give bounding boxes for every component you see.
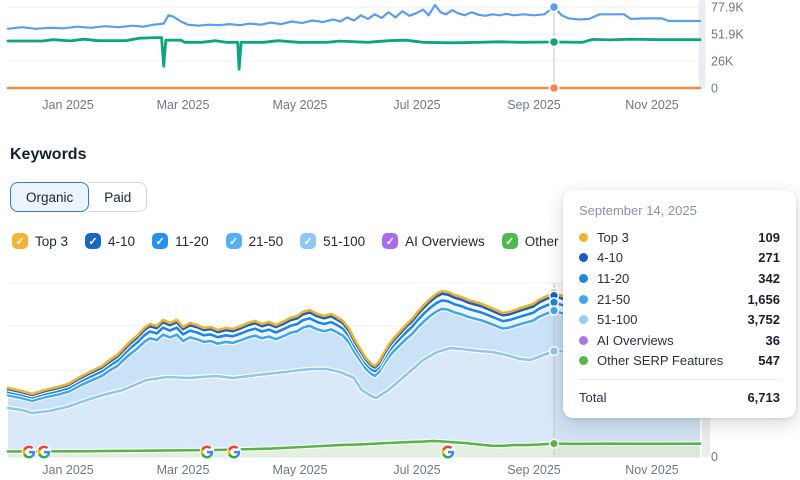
toggle-organic-button[interactable]: Organic (10, 182, 90, 212)
series-color-dot (579, 232, 588, 242)
tooltip-row-value: 109 (758, 229, 780, 245)
hover-dot-other-serp (548, 438, 560, 449)
hover-dot-51-100 (548, 345, 560, 357)
legend-item-ai-overviews[interactable]: ✓ AI Overviews (382, 233, 485, 249)
google-update-icon[interactable] (21, 444, 37, 460)
legend-item-11-20[interactable]: ✓ 11-20 (152, 233, 209, 249)
tooltip-row-value: 1,656 (747, 291, 780, 307)
tooltip-total-label: Total (579, 390, 607, 406)
x-axis-tick: Sep 2025 (507, 463, 561, 477)
green-line-hover-dot (548, 36, 560, 48)
tooltip-row-4-10: 4-10 271 (579, 248, 780, 269)
legend-label: Top 3 (35, 233, 69, 249)
orange-line-hover-dot (548, 82, 560, 94)
tooltip-total-value: 6,713 (747, 390, 780, 406)
tooltip-row-11-20: 11-20 342 (579, 268, 780, 289)
legend-label: 21-50 (248, 233, 284, 249)
organic-paid-toggle: Organic Paid (10, 182, 148, 212)
legend-label: 51-100 (323, 233, 366, 249)
tooltip-row-label: 51-100 (597, 312, 638, 328)
tooltip-row-value: 547 (758, 353, 780, 369)
series-color-dot (579, 253, 588, 263)
blue-line-hover-dot (548, 1, 560, 13)
y-axis-tick: 51.9K (711, 28, 744, 42)
tooltip-row-other-serp-features: Other SERP Features 547 (579, 351, 780, 372)
y-axis-tick: 26K (711, 55, 734, 69)
chart-right-edge-strip (698, 0, 706, 88)
checkbox-checked-icon[interactable]: ✓ (501, 233, 518, 249)
x-axis-tick: Nov 2025 (625, 98, 679, 112)
checkbox-checked-icon[interactable]: ✓ (300, 233, 317, 249)
tooltip-row-label: 4-10 (597, 250, 624, 266)
y-axis-tick: 0 (711, 82, 718, 96)
area-51-100 (8, 348, 700, 451)
tooltip-row-value: 3,752 (747, 312, 780, 328)
legend-item-51-100[interactable]: ✓ 51-100 (300, 233, 365, 249)
tooltip-row-label: Other SERP Features (597, 353, 724, 369)
google-update-icon[interactable] (226, 444, 242, 460)
area-other-serp (8, 440, 700, 457)
y-axis-tick: 77.9K (711, 1, 744, 15)
toggle-paid-button[interactable]: Paid (89, 182, 148, 212)
x-axis-tick: Jan 2025 (42, 463, 93, 477)
tooltip-total-row: Total 6,713 (579, 388, 780, 405)
google-update-icon[interactable] (440, 444, 456, 460)
legend-label: AI Overviews (405, 233, 485, 249)
tooltip-row-label: 21-50 (597, 291, 631, 307)
x-axis-tick: Mar 2025 (157, 463, 210, 477)
tooltip-rows: Top 3 109 4-10 271 11-20 342 21-50 1,656 51-100 3… (579, 227, 780, 371)
checkbox-checked-icon[interactable]: ✓ (85, 233, 102, 249)
series-color-dot (579, 315, 588, 325)
tooltip-row-value: 271 (758, 250, 780, 266)
tooltip-row-label: Top 3 (597, 229, 629, 245)
legend-label: 4-10 (108, 233, 136, 249)
checkbox-checked-icon[interactable]: ✓ (225, 233, 242, 249)
x-axis-tick: Nov 2025 (625, 463, 679, 477)
series-color-dot (579, 273, 588, 283)
series-color-dot (579, 335, 588, 345)
area-21-50 (8, 308, 700, 413)
keywords-section-title: Keywords (10, 146, 87, 163)
legend-item-top-3[interactable]: ✓ Top 3 (12, 233, 68, 249)
tooltip-row-51-100: 51-100 3,752 (579, 309, 780, 330)
y-axis-tick-zero: 0 (711, 450, 718, 464)
tooltip-row-ai-overviews: AI Overviews 36 (579, 330, 780, 351)
keywords-legend: ✓ Top 3 ✓ 4-10 ✓ 11-20 ✓ 21-50 ✓ 51-100 ✓ AI Overvi… (12, 233, 656, 249)
legend-item-21-50[interactable]: ✓ 21-50 (225, 233, 284, 249)
tooltip-row-value: 36 (765, 332, 780, 348)
checkbox-checked-icon[interactable]: ✓ (382, 233, 399, 249)
series-color-dot (579, 294, 588, 304)
tooltip-row-label: 11-20 (597, 270, 630, 286)
tooltip-row-21-50: 21-50 1,656 (579, 289, 780, 310)
x-axis-tick: Jul 2025 (393, 98, 440, 112)
checkbox-checked-icon[interactable]: ✓ (152, 233, 169, 249)
tooltip-date: September 14, 2025 (579, 203, 697, 218)
series-color-dot (579, 356, 588, 366)
tooltip-row-label: AI Overviews (597, 332, 674, 348)
x-axis-tick: Mar 2025 (157, 98, 210, 112)
traffic-trend-chart[interactable]: Jan 2025 Mar 2025 May 2025 Jul 2025 Sep 2025… (0, 0, 800, 118)
checkbox-checked-icon[interactable]: ✓ (12, 233, 28, 249)
x-axis-tick: Jan 2025 (42, 98, 93, 112)
chart-tooltip: September 14, 2025 Top 3 109 4-10 271 11-20 3… (563, 190, 796, 419)
google-update-icon[interactable] (36, 444, 52, 460)
tooltip-row-value: 342 (758, 270, 780, 286)
legend-label: 11-20 (175, 233, 209, 249)
tooltip-row-top-3: Top 3 109 (579, 227, 780, 248)
x-axis-tick: May 2025 (273, 463, 328, 477)
x-axis-tick: May 2025 (273, 98, 328, 112)
google-update-icon[interactable] (199, 444, 215, 460)
x-axis-tick: Sep 2025 (507, 98, 561, 112)
legend-item-4-10[interactable]: ✓ 4-10 (85, 233, 135, 249)
hover-dot-21-50 (548, 305, 560, 316)
tooltip-divider (579, 379, 780, 381)
x-axis-tick: Jul 2025 (393, 463, 440, 477)
hover-dot-11-20 (548, 297, 560, 308)
